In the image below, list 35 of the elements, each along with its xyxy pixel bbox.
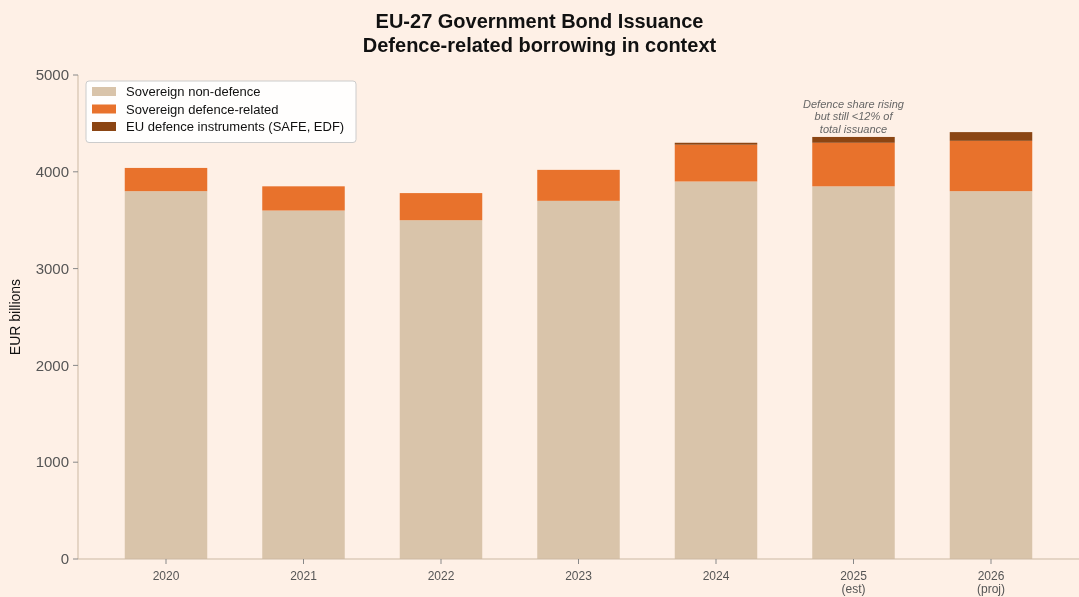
legend-label: EU defence instruments (SAFE, EDF) — [126, 119, 345, 135]
bar — [399, 220, 483, 559]
x-tick-label: 2025 (est) — [840, 569, 868, 596]
bar — [537, 200, 620, 559]
bar — [399, 193, 483, 221]
y-tick-label: 3000 — [35, 259, 69, 277]
x-tick-label: 2022 — [427, 569, 455, 583]
chart-title: EU-27 Government Bond Issuance Defence-related borrowing in context — [362, 10, 717, 56]
x-tick-label: 2020 — [152, 569, 180, 583]
x-tick-label: 2026 (proj) — [976, 569, 1006, 596]
bar — [262, 210, 345, 559]
bar — [537, 169, 620, 201]
y-tick-label: 4000 — [35, 163, 69, 181]
bar — [812, 136, 895, 143]
bar — [812, 186, 895, 559]
y-tick-label: 1000 — [35, 453, 69, 471]
legend-label: Sovereign non-defence — [126, 84, 261, 100]
bar — [262, 186, 345, 211]
bar — [674, 144, 758, 182]
bar — [949, 191, 1033, 559]
y-tick-label: 2000 — [35, 356, 69, 374]
legend-label: Sovereign defence-related — [126, 101, 279, 117]
bar — [124, 167, 208, 192]
bar — [949, 132, 1033, 141]
bar — [812, 142, 895, 187]
x-tick-label: 2023 — [565, 569, 593, 583]
y-tick-label: 0 — [60, 550, 69, 568]
y-tick-label: 5000 — [35, 66, 69, 84]
annotation: Defence share rising but still <12% of total issuance — [803, 97, 905, 135]
bar — [949, 140, 1033, 192]
x-tick-label: 2024 — [702, 569, 730, 583]
x-tick-label: 2021 — [290, 569, 318, 583]
bar — [124, 191, 208, 559]
bar — [674, 181, 758, 559]
y-axis-title: EUR billions — [7, 278, 23, 356]
